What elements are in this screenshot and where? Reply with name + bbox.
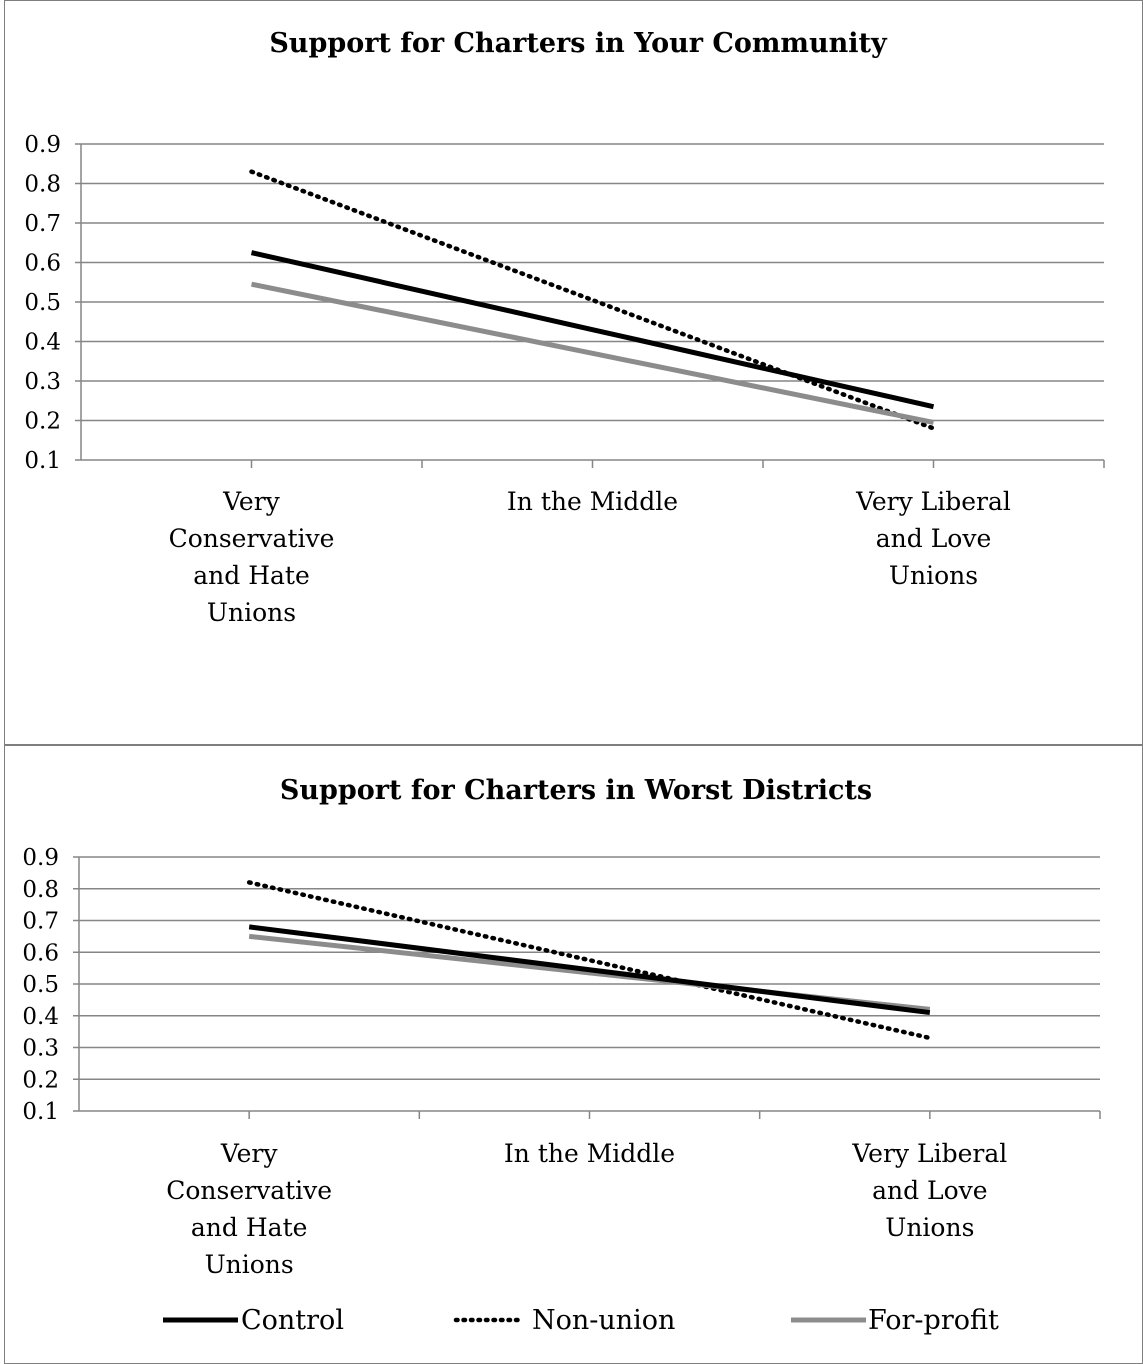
y-tick-label: 0.5 (22, 972, 59, 998)
chart-title-top: Support for Charters in Your Community (269, 28, 888, 59)
series-line-control (248, 924, 931, 1016)
y-tick-label: 0.7 (24, 211, 61, 237)
x-category-label: Very Conservative and Hate Unions (166, 1139, 332, 1279)
x-category-label: Very Liberal and Love Unions (855, 487, 1011, 590)
legend: Control Non-union For-profit (163, 1305, 999, 1336)
series-line-non-union (249, 169, 936, 431)
y-tick-label: 0.4 (22, 1004, 59, 1030)
chart-frame-bottom (4, 745, 1143, 1364)
y-tick-label: 0.9 (24, 132, 61, 158)
legend-label-non-union: Non-union (532, 1305, 675, 1336)
y-tick-label: 0.3 (22, 1036, 59, 1062)
series-line-for-profit (251, 281, 934, 425)
legend-label-control: Control (241, 1305, 344, 1336)
y-tick-label: 0.6 (24, 251, 61, 277)
y-tick-label: 0.1 (24, 448, 61, 474)
series-line-control (250, 250, 935, 410)
y-tick-label: 0.3 (24, 369, 61, 395)
legend-label-for-profit: For-profit (868, 1305, 999, 1336)
y-tick-label: 0.5 (24, 290, 61, 316)
y-tick-label: 0.2 (24, 409, 61, 435)
y-tick-label: 0.7 (22, 909, 59, 935)
chart-title-bottom: Support for Charters in Worst Districts (280, 775, 872, 806)
y-tick-label: 0.6 (22, 940, 59, 966)
y-tick-label: 0.8 (24, 172, 61, 198)
y-tick-label: 0.1 (22, 1099, 59, 1125)
x-category-label: In the Middle (504, 1139, 675, 1168)
y-tick-label: 0.8 (22, 877, 59, 903)
chart-plot-top: 0.1 0.2 0.3 0.4 0.5 0.6 0.7 0.8 0.9 Very Conservat… (24, 132, 1105, 627)
chart-frame-top (4, 0, 1143, 745)
x-category-label: In the Middle (507, 487, 678, 516)
y-tick-label: 0.4 (24, 330, 61, 356)
x-category-label: Very Conservative and Hate Unions (169, 487, 335, 627)
y-tick-label: 0.9 (22, 845, 59, 871)
chart-plot-bottom: 0.1 0.2 0.3 0.4 0.5 0.6 0.7 0.8 0.9 Very Conservat… (22, 845, 1101, 1279)
series-line-non-union (246, 880, 933, 1041)
y-tick-label: 0.2 (22, 1067, 59, 1093)
x-category-label: Very Liberal and Love Unions (851, 1139, 1007, 1242)
